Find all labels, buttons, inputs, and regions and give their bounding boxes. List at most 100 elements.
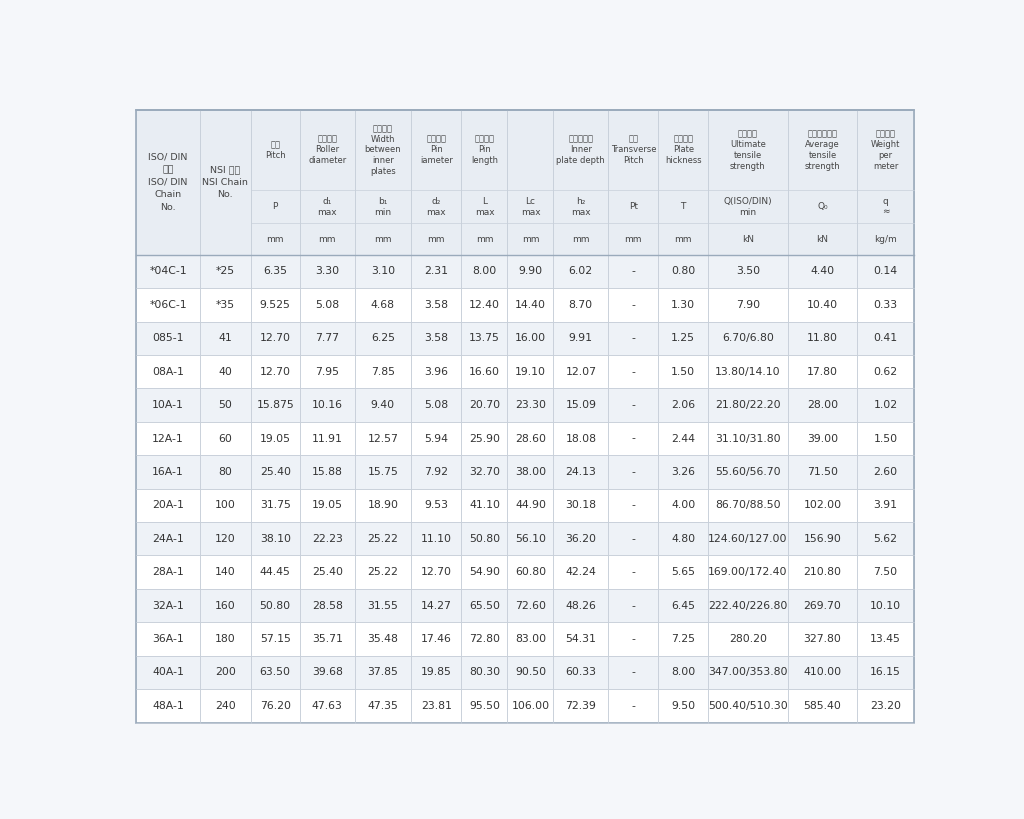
Bar <box>658 388 708 422</box>
Bar <box>136 555 200 589</box>
Bar <box>136 110 200 255</box>
Bar <box>136 455 200 489</box>
Bar <box>553 622 608 656</box>
Text: 1.25: 1.25 <box>671 333 695 343</box>
Text: 13.45: 13.45 <box>870 634 901 644</box>
Bar <box>354 555 411 589</box>
Bar <box>300 522 354 555</box>
Bar <box>200 489 251 522</box>
Text: 10.10: 10.10 <box>870 600 901 611</box>
Text: -: - <box>632 667 635 677</box>
Bar <box>708 255 787 288</box>
Bar <box>411 622 462 656</box>
Text: 18.90: 18.90 <box>368 500 398 510</box>
Text: 280.20: 280.20 <box>729 634 767 644</box>
Bar <box>136 388 200 422</box>
Text: 156.90: 156.90 <box>804 534 842 544</box>
Text: 102.00: 102.00 <box>804 500 842 510</box>
Text: 内节内宽
Width
between
inner
plates: 内节内宽 Width between inner plates <box>365 124 401 176</box>
Text: ISO/ DIN
链号
ISO/ DIN
Chain
No.: ISO/ DIN 链号 ISO/ DIN Chain No. <box>148 152 187 211</box>
Bar <box>857 355 913 388</box>
Bar <box>508 355 553 388</box>
Text: -: - <box>632 266 635 276</box>
Text: 124.60/127.00: 124.60/127.00 <box>709 534 787 544</box>
Bar <box>608 622 658 656</box>
Text: 269.70: 269.70 <box>804 600 842 611</box>
Text: 30.18: 30.18 <box>565 500 596 510</box>
Text: 0.80: 0.80 <box>671 266 695 276</box>
Bar <box>553 110 608 255</box>
Text: 1.50: 1.50 <box>671 367 695 377</box>
Text: 3.96: 3.96 <box>424 367 449 377</box>
Bar <box>787 622 857 656</box>
Bar <box>708 689 787 722</box>
Bar <box>608 110 658 255</box>
Bar <box>200 422 251 455</box>
Text: 4.80: 4.80 <box>671 534 695 544</box>
Text: 0.41: 0.41 <box>873 333 897 343</box>
Text: 57.15: 57.15 <box>260 634 291 644</box>
Bar <box>200 522 251 555</box>
Text: -: - <box>632 634 635 644</box>
Bar <box>857 489 913 522</box>
Text: 6.25: 6.25 <box>371 333 395 343</box>
Bar <box>354 622 411 656</box>
Bar <box>553 422 608 455</box>
Bar <box>608 388 658 422</box>
Bar <box>857 622 913 656</box>
Text: -: - <box>632 534 635 544</box>
Bar <box>354 288 411 322</box>
Bar <box>508 255 553 288</box>
Text: 347.00/353.80: 347.00/353.80 <box>709 667 787 677</box>
Bar <box>787 589 857 622</box>
Bar <box>200 656 251 689</box>
Bar <box>300 656 354 689</box>
Bar <box>200 455 251 489</box>
Bar <box>857 422 913 455</box>
Text: 12.70: 12.70 <box>260 333 291 343</box>
Text: 42.24: 42.24 <box>565 568 596 577</box>
Text: 13.80/14.10: 13.80/14.10 <box>715 367 780 377</box>
Text: 6.70/6.80: 6.70/6.80 <box>722 333 774 343</box>
Text: 44.45: 44.45 <box>260 568 291 577</box>
Text: 72.39: 72.39 <box>565 701 596 711</box>
Bar <box>136 489 200 522</box>
Bar <box>251 656 300 689</box>
Bar <box>200 589 251 622</box>
Bar <box>411 388 462 422</box>
Bar <box>200 288 251 322</box>
Text: 11.80: 11.80 <box>807 333 838 343</box>
Bar <box>857 689 913 722</box>
Bar <box>200 388 251 422</box>
Bar <box>354 110 411 255</box>
Bar <box>553 355 608 388</box>
Text: 9.90: 9.90 <box>518 266 543 276</box>
Text: -: - <box>632 367 635 377</box>
Bar <box>708 656 787 689</box>
Bar <box>251 422 300 455</box>
Bar <box>508 110 553 255</box>
Text: *04C-1: *04C-1 <box>150 266 186 276</box>
Bar <box>200 689 251 722</box>
Text: 16.00: 16.00 <box>515 333 546 343</box>
Bar <box>608 689 658 722</box>
Bar <box>787 110 857 255</box>
Text: 31.55: 31.55 <box>368 600 398 611</box>
Text: -: - <box>632 600 635 611</box>
Text: 327.80: 327.80 <box>804 634 842 644</box>
Text: q
≈: q ≈ <box>882 197 889 216</box>
Text: 8.00: 8.00 <box>671 667 695 677</box>
Bar <box>508 555 553 589</box>
Bar <box>462 589 508 622</box>
Text: 24.13: 24.13 <box>565 467 596 477</box>
Text: 9.525: 9.525 <box>260 300 291 310</box>
Text: -: - <box>632 333 635 343</box>
Bar <box>608 522 658 555</box>
Text: Q(ISO/DIN)
min: Q(ISO/DIN) min <box>724 197 772 216</box>
Bar <box>136 522 200 555</box>
Bar <box>300 422 354 455</box>
Text: mm: mm <box>476 234 494 243</box>
Text: mm: mm <box>374 234 391 243</box>
Text: 20.70: 20.70 <box>469 400 500 410</box>
Text: 36A-1: 36A-1 <box>153 634 184 644</box>
